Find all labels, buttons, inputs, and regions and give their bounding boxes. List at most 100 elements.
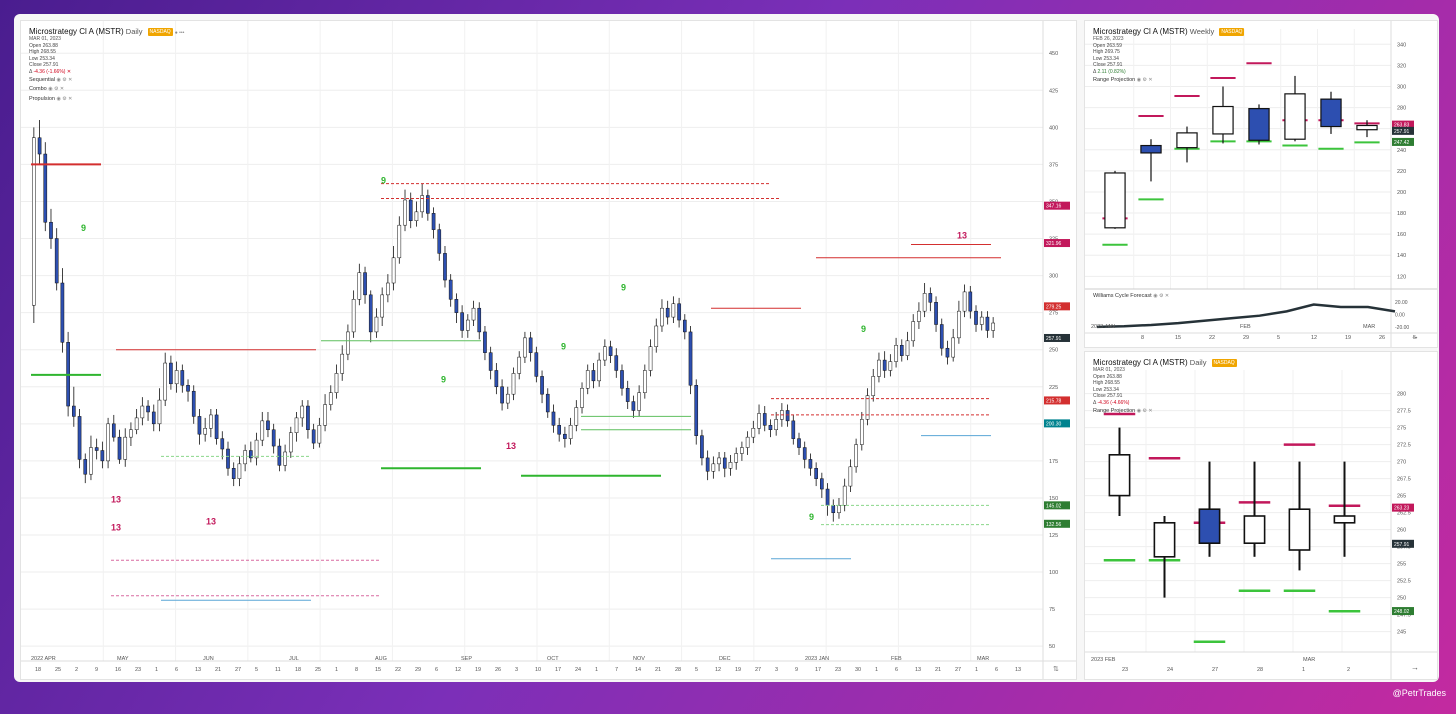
ohlc-high: High 268.55	[29, 49, 56, 56]
price-label-value: 257.91	[1046, 336, 1062, 342]
candle-body	[620, 370, 624, 389]
candle-body	[465, 319, 470, 331]
daily-detail-svg[interactable]: 245247.5250252.5255257.5260262.5265267.5…	[1085, 352, 1437, 679]
sequential-count-label: 13	[957, 231, 967, 241]
x-day-label: 8	[355, 667, 358, 673]
price-label-value: 257.91	[1394, 129, 1410, 135]
candle-body	[220, 438, 225, 450]
ohlc-change-value: 2.11 (0.82%)	[1097, 68, 1126, 75]
x-tick-label: 24	[1167, 667, 1173, 673]
x-day-label: 11	[275, 667, 281, 673]
candle-body	[1288, 508, 1311, 551]
candle-body	[209, 414, 213, 429]
y-tick-label: 277.5	[1397, 409, 1411, 415]
candle-body	[728, 462, 733, 469]
weekly-chart-panel[interactable]: 120140160180200220240260280300320340263.…	[1084, 20, 1438, 348]
candle-body	[408, 199, 413, 221]
candle-body	[791, 420, 796, 439]
candle-body	[511, 373, 516, 395]
main-chart-svg[interactable]: 5075100125150175200225250275300325350375…	[21, 21, 1076, 679]
candle-body	[197, 416, 202, 435]
price-label-value: 247.42	[1394, 140, 1410, 146]
candle-body	[494, 370, 499, 388]
close-legend-icon[interactable]: ✕	[66, 68, 72, 75]
candle-body	[905, 340, 910, 356]
x-tick-label: 1	[1302, 667, 1305, 673]
x-day-label: 3	[515, 667, 518, 673]
daily-detail-panel[interactable]: 245247.5250252.5255257.5260262.5265267.5…	[1084, 351, 1438, 680]
indicator-controls-icon[interactable]: ◉ ⚙ ✕	[1153, 293, 1170, 299]
timeframe-label[interactable]: Weekly	[1189, 27, 1215, 36]
x-tick-label: 8	[1141, 335, 1144, 341]
candle-body	[180, 370, 185, 386]
indicator-controls-icon[interactable]: ◉ ⚙ ✕	[48, 86, 65, 93]
y-tick-label: 280	[1397, 392, 1406, 398]
y-tick-label: 180	[1397, 211, 1406, 217]
x-day-label: 3	[775, 667, 778, 673]
ohlc-close: Close 257.91	[29, 62, 59, 69]
x-day-label: 6	[435, 667, 438, 673]
candle-body	[1248, 108, 1270, 141]
candle-body	[1333, 515, 1356, 524]
sequential-count-label: 9	[621, 282, 626, 292]
sequential-count-label: 9	[381, 176, 386, 186]
exchange-badge: NASDAQ	[1219, 28, 1245, 37]
candle-body	[608, 346, 613, 356]
y-tick-label: 280	[1397, 106, 1406, 112]
x-day-label: 14	[635, 667, 641, 673]
y-tick-label: 275	[1397, 426, 1406, 432]
x-month-label: MAR	[1303, 657, 1315, 663]
indicator-controls-icon[interactable]: ◉ ⚙ ✕	[56, 76, 73, 83]
y-tick-label: 245	[1397, 630, 1406, 636]
timeframe-label[interactable]: Daily	[1189, 358, 1207, 367]
x-day-label: 1	[875, 667, 878, 673]
indicator-combo[interactable]: Combo ◉ ⚙ ✕	[29, 85, 184, 95]
indicator-propulsion[interactable]: Propulsion ◉ ⚙ ✕	[29, 95, 184, 105]
indicator-sequential[interactable]: Sequential ◉ ⚙ ✕	[29, 76, 184, 86]
indicator-controls-icon[interactable]: ◉ ⚙ ✕	[56, 95, 73, 102]
candle-body	[837, 505, 841, 514]
candle-body	[266, 420, 270, 431]
candle-body	[591, 370, 596, 382]
x-day-label: 19	[735, 667, 741, 673]
ohlc-open: Open 263.88	[29, 42, 58, 49]
x-month-label: FEB	[1240, 324, 1251, 330]
main-chart-header: Microstrategy Cl A (MSTR) Daily NASDAQ ●…	[29, 27, 184, 104]
x-tick-label: 22	[1209, 335, 1215, 341]
candle-body	[745, 436, 750, 448]
candle-body	[922, 293, 927, 312]
candle-body	[403, 199, 407, 226]
candle-body	[774, 419, 778, 431]
candle-body	[682, 319, 687, 333]
timeframe-label[interactable]: Daily	[125, 27, 143, 36]
candle-body	[191, 390, 196, 417]
sequential-count-label: 13	[111, 523, 121, 533]
candle-body	[163, 362, 168, 401]
main-chart-panel[interactable]: 5075100125150175200225250275300325350375…	[20, 20, 1077, 680]
indicator-label: Combo	[29, 86, 47, 93]
indicator-label: Sequential	[29, 76, 55, 83]
x-tick-label: 29	[1243, 335, 1249, 341]
candle-body	[528, 337, 533, 353]
x-tick-label: 28	[1257, 667, 1263, 673]
indicator-controls-icon[interactable]: ◉ ⚙ ✕	[1136, 407, 1153, 414]
x-month-label: MAR	[1363, 324, 1375, 330]
candle-body	[974, 310, 978, 325]
candle-body	[985, 316, 990, 331]
williams-cycle-label[interactable]: Williams Cycle Forecast ◉ ⚙ ✕	[1093, 293, 1169, 299]
candle-body	[420, 195, 424, 213]
candle-body	[203, 428, 207, 435]
indicator-range-projection[interactable]: Range Projection ◉ ⚙ ✕	[1093, 407, 1237, 417]
candle-body	[117, 436, 122, 460]
price-label-tag	[1044, 501, 1070, 510]
y-tick-label: 260	[1397, 528, 1406, 534]
candle-body	[945, 347, 950, 358]
more-options-icon[interactable]: ● •••	[174, 30, 185, 36]
x-day-label: 12	[455, 667, 461, 673]
sequential-count-label: 9	[441, 374, 446, 384]
indicator-controls-icon[interactable]: ◉ ⚙ ✕	[1136, 76, 1153, 83]
weekly-chart-svg[interactable]: 120140160180200220240260280300320340263.…	[1085, 21, 1437, 347]
candle-body	[625, 387, 630, 402]
indicator-range-projection[interactable]: Range Projection ◉ ⚙ ✕	[1093, 76, 1244, 86]
candle-body	[1198, 508, 1221, 544]
